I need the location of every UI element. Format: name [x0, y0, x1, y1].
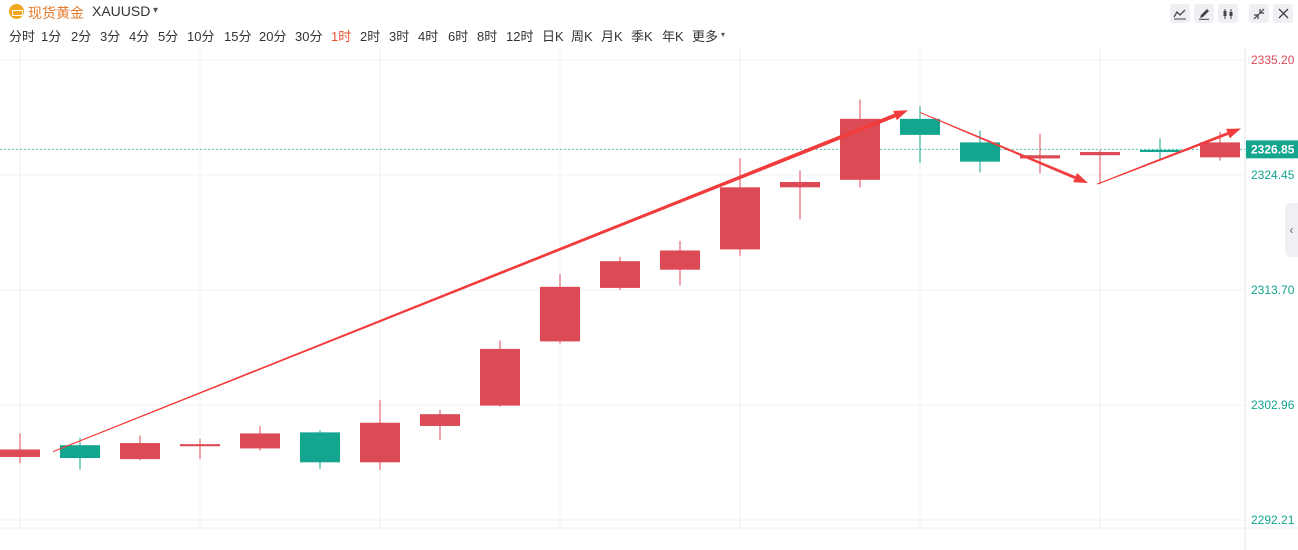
timeframe-18[interactable]: 周K	[571, 29, 593, 44]
annotation-arrow-shaft[interactable]	[52, 113, 896, 453]
candle-body[interactable]	[1140, 149, 1180, 153]
price-axis-label: 2324.45	[1251, 168, 1295, 182]
timeframe-16[interactable]: 12时	[506, 29, 534, 44]
line-tool-icon[interactable]	[1170, 4, 1190, 23]
candle-body[interactable]	[780, 181, 820, 188]
timeframe-19[interactable]: 月K	[601, 29, 623, 44]
timeframe-2[interactable]: 2分	[71, 29, 92, 44]
candle-body[interactable]	[660, 250, 700, 270]
timeframe-14[interactable]: 6时	[448, 29, 469, 44]
timeframe-20[interactable]: 季K	[631, 29, 653, 44]
timeframe-4[interactable]: 4分	[129, 29, 150, 44]
candle-body[interactable]	[120, 443, 160, 460]
timeframe-17[interactable]: 日K	[542, 29, 564, 44]
candle-body[interactable]	[300, 432, 340, 463]
annotation-arrow-head[interactable]	[1073, 173, 1088, 184]
price-axis-label: 2292.21	[1251, 513, 1295, 527]
candle-body[interactable]	[600, 261, 640, 288]
timeframe-0[interactable]: 分时	[9, 29, 36, 44]
current-price-badge	[1246, 140, 1298, 159]
candle-body[interactable]	[360, 422, 400, 463]
timeframe-10[interactable]: 1时	[331, 29, 352, 44]
more-dropdown-icon[interactable]: ▾	[721, 30, 726, 39]
timeframe-3[interactable]: 3分	[100, 29, 121, 44]
timeframe-6[interactable]: 10分	[187, 29, 215, 44]
candle-body[interactable]	[540, 286, 580, 342]
candle-body[interactable]	[720, 187, 760, 250]
timeframe-9[interactable]: 30分	[295, 29, 323, 44]
timeframe-8[interactable]: 20分	[259, 29, 287, 44]
price-axis-label: 2313.70	[1251, 283, 1295, 297]
timeframe-15[interactable]: 8时	[477, 29, 498, 44]
collapse-panel-icon[interactable]: ‹	[1285, 203, 1298, 257]
timeframe-11[interactable]: 2时	[360, 29, 381, 44]
timeframe-22[interactable]: 更多	[692, 29, 719, 44]
timeframe-21[interactable]: 年K	[662, 29, 684, 44]
candle-body[interactable]	[60, 445, 100, 459]
annotation-arrow-head[interactable]	[1226, 128, 1241, 139]
chart-header: 现货黄金 XAUUSD ▾	[0, 0, 1298, 26]
timeframe-5[interactable]: 5分	[158, 29, 179, 44]
candle-body[interactable]	[960, 142, 1000, 162]
annotation-arrow-shaft[interactable]	[1096, 132, 1229, 185]
price-axis-label: 2335.20	[1251, 53, 1295, 67]
timeframe-1[interactable]: 1分	[41, 29, 62, 44]
candle-body[interactable]	[420, 414, 460, 426]
timeframe-7[interactable]: 15分	[224, 29, 252, 44]
candle-body[interactable]	[0, 449, 40, 457]
timeframe-13[interactable]: 4时	[418, 29, 439, 44]
candle-body[interactable]	[1020, 155, 1060, 159]
candle-style-icon[interactable]	[1218, 4, 1238, 23]
annotation-arrow-shaft[interactable]	[919, 111, 1076, 180]
timeframe-12[interactable]: 3时	[389, 29, 410, 44]
candle-body[interactable]	[1200, 142, 1240, 158]
current-price-label: 2326.85	[1251, 142, 1295, 156]
candle-body[interactable]	[900, 118, 940, 135]
pen-tool-icon[interactable]	[1194, 4, 1214, 23]
candle-body[interactable]	[480, 348, 520, 406]
candle-body[interactable]	[240, 433, 280, 449]
symbol-name[interactable]: 现货黄金	[28, 5, 84, 21]
shrink-icon[interactable]	[1249, 4, 1269, 23]
candle-body[interactable]	[180, 444, 220, 447]
candle-body[interactable]	[1080, 152, 1120, 156]
price-axis-label: 2302.96	[1251, 398, 1295, 412]
annotation-arrow-head[interactable]	[893, 110, 908, 121]
symbol-dropdown-icon[interactable]: ▾	[153, 5, 159, 16]
gold-logo-icon	[9, 4, 24, 19]
symbol-code[interactable]: XAUUSD	[92, 3, 151, 19]
close-icon[interactable]	[1273, 4, 1293, 23]
